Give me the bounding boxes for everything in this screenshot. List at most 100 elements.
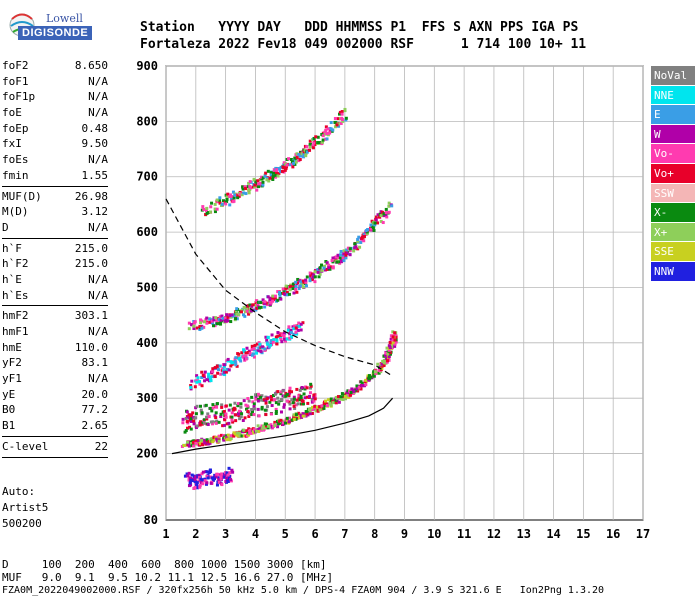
echo-point [341,256,345,260]
echo-point [312,141,316,145]
echo-point [305,275,309,279]
echo-point [391,338,395,342]
echo-point [211,375,215,379]
param-value: 9.50 [81,137,109,151]
echo-point [348,249,352,253]
param-row: D N/A [2,220,108,236]
echo-point [226,315,230,319]
echo-point [187,413,191,417]
echo-point [236,352,240,356]
echo-point [370,219,374,223]
echo-point [218,364,222,368]
echo-point [228,403,232,407]
echo-point [215,207,219,211]
echo-point [282,170,286,174]
echo-point [260,424,264,428]
echo-point [236,404,240,408]
echo-point [200,411,204,415]
echo-point [359,380,363,384]
echo-point [339,121,343,125]
echo-point [301,414,305,418]
echo-point [199,408,203,412]
echo-point [211,369,215,373]
echo-point [316,407,320,411]
echo-point [228,203,232,207]
echo-point [250,413,254,417]
echo-point [325,132,329,136]
echo-point [310,397,314,401]
echo-point [367,374,371,378]
echo-point [359,387,363,391]
echo-point [197,479,201,483]
echo-point [253,185,257,189]
echo-point [299,322,303,326]
echo-point [374,372,378,376]
echo-point [259,428,263,432]
echo-point [250,309,254,313]
echo-point [208,210,212,214]
echo-point [278,291,282,295]
echo-point [344,397,348,401]
x-tick-label: 7 [341,527,348,541]
echo-point [189,413,193,417]
echo-point [192,324,196,328]
echo-point [310,278,314,282]
echo-point [285,290,289,294]
echo-point [201,482,205,486]
footer-file-row: FZA0M_2022049002000.RSF / 320fx256h 50 k… [2,585,605,596]
echo-point [373,221,377,225]
echo-point [269,343,273,347]
echo-point [350,387,354,391]
echo-point [188,440,192,444]
echo-point [208,317,212,321]
echo-point [255,351,259,355]
echo-point [220,405,224,409]
echo-point [209,437,213,441]
echo-point [305,395,309,399]
echo-point [329,399,333,403]
echo-point [337,400,341,404]
echo-point [231,420,235,424]
echo-point [384,356,388,360]
echo-point [302,150,306,154]
echo-point [266,342,270,346]
echo-point [285,163,289,167]
echo-point [202,207,206,211]
echo-point [309,274,313,278]
echo-point [211,403,215,407]
echo-point [275,168,279,172]
echo-point [268,300,272,304]
echo-point [296,402,300,406]
echo-point [185,426,189,430]
echo-point [261,426,265,430]
echo-point [249,186,253,190]
echo-point [262,424,266,428]
echo-point [296,157,300,161]
echo-point [279,338,283,342]
echo-point [324,128,328,132]
echo-point [269,340,273,344]
echo-point [285,399,289,403]
echo-point [258,426,262,430]
echo-point [308,148,312,152]
echo-point [276,331,280,335]
echo-point [387,358,391,362]
echo-point [231,313,235,317]
param-row: h`E N/A [2,272,108,288]
echo-point [290,390,294,394]
echo-point [280,169,284,173]
echo-point [320,263,324,267]
echo-point [242,428,246,432]
echo-point [274,171,278,175]
echo-point [316,267,320,271]
echo-point [367,376,371,380]
echo-point [289,331,293,335]
echo-point [256,349,260,353]
header-values: Fortaleza 2022 Fev18 049 002000 RSF 1 71… [140,37,587,52]
echo-point [245,346,249,350]
echo-point [204,318,208,322]
echo-point [203,441,207,445]
echo-point [266,426,270,430]
echo-point [382,212,386,216]
param-value: N/A [88,106,108,120]
